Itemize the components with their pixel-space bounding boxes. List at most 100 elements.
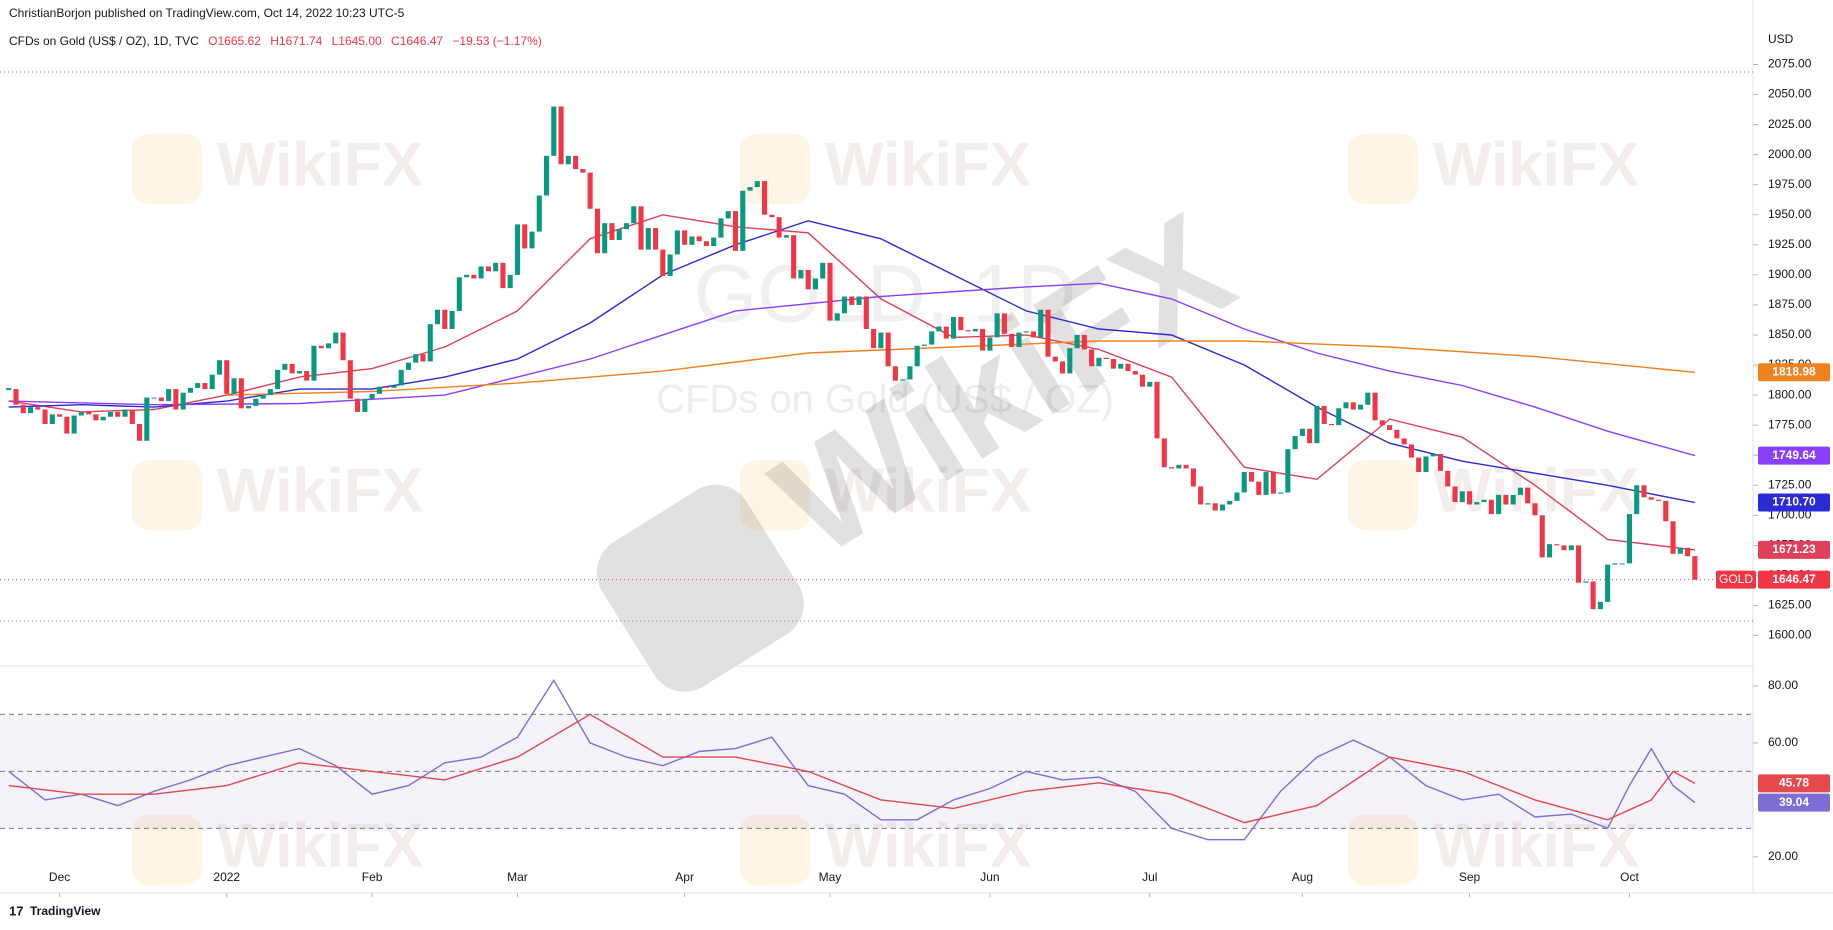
candle (1009, 333, 1015, 348)
candle (449, 310, 455, 329)
line (8, 220, 1696, 504)
candle (631, 206, 637, 224)
candle (1372, 392, 1378, 421)
candle (115, 411, 121, 417)
x-tick-label: Apr (675, 870, 694, 884)
candle (71, 415, 77, 434)
candle (718, 218, 724, 238)
y-tick-label: 60.00 (1768, 735, 1798, 749)
y-tick-label: 1875.00 (1768, 297, 1812, 311)
candle (27, 407, 34, 414)
candle (253, 398, 259, 406)
y-tick-label: 80.00 (1768, 678, 1798, 692)
price-tag (1758, 774, 1830, 793)
candle (1423, 456, 1429, 473)
candle (783, 235, 789, 238)
candle (1590, 581, 1596, 610)
watermark-icon (740, 815, 810, 885)
candle (1278, 492, 1284, 494)
candle (376, 386, 382, 394)
x-tick-label: May (819, 870, 842, 884)
y-tick-label: 1625.00 (1768, 598, 1812, 612)
candle (609, 223, 615, 241)
candle (543, 155, 550, 196)
brand-watermark: WikiFX (825, 456, 1031, 525)
candle (1685, 547, 1691, 557)
candle (1241, 472, 1247, 493)
candle (173, 389, 179, 410)
watermark-icon (740, 134, 810, 204)
candle (493, 262, 499, 272)
candle (1663, 500, 1669, 522)
candle (871, 328, 877, 349)
ohlc: −19.53 (−1.17%) (452, 34, 542, 48)
candle (1561, 545, 1567, 551)
candle (42, 409, 48, 424)
watermark-icon (132, 815, 202, 885)
candle (1452, 486, 1458, 503)
candle (391, 385, 397, 388)
candle (812, 278, 818, 290)
candle (1379, 420, 1385, 426)
candle (158, 397, 164, 402)
price-tag (1758, 363, 1830, 382)
candle (798, 270, 804, 279)
candle (1212, 503, 1218, 511)
candle (1394, 429, 1400, 439)
candle (1445, 470, 1451, 487)
candle (369, 393, 375, 399)
candle (35, 407, 41, 410)
line (8, 713, 1696, 824)
price-tag-label: 1818.98 (1772, 364, 1816, 378)
watermark-icon (596, 484, 804, 692)
candle (1132, 371, 1138, 375)
candle (1074, 334, 1080, 349)
candle (1481, 499, 1487, 503)
brand-watermark: WikiFX (217, 811, 423, 880)
candle (1052, 356, 1058, 362)
candle (1321, 405, 1327, 424)
price-tag-label: 1710.70 (1772, 495, 1816, 509)
candle (1343, 402, 1349, 409)
candle (689, 236, 695, 245)
price-tag (1758, 446, 1830, 465)
y-tick-label: 2075.00 (1768, 57, 1812, 71)
candle (384, 386, 390, 388)
candle (282, 363, 288, 370)
candle (1488, 499, 1494, 515)
brand-watermark: WikiFX (217, 456, 423, 525)
x-tick-label: Sep (1459, 870, 1481, 884)
candle (1103, 357, 1109, 360)
candle (682, 230, 688, 245)
x-tick-label: Jul (1142, 870, 1157, 884)
candle (202, 383, 208, 390)
candle (1227, 500, 1233, 505)
candle (427, 324, 433, 362)
ticker-label: GOLD (1719, 572, 1753, 586)
candle (129, 409, 135, 424)
candle (1147, 381, 1153, 387)
price-tag-label: 45.78 (1779, 776, 1809, 790)
candle (1190, 468, 1196, 487)
candle (885, 332, 891, 367)
candle (907, 366, 913, 380)
candle (1634, 485, 1640, 515)
candle (1161, 438, 1167, 468)
candle (64, 416, 70, 434)
x-tick-label: Feb (362, 870, 383, 884)
candle (1619, 563, 1625, 565)
candle (507, 274, 513, 289)
candle (1169, 467, 1175, 469)
candle (1110, 359, 1116, 369)
candle (1568, 545, 1574, 551)
candle (1307, 428, 1313, 444)
candle (333, 332, 339, 344)
brand-watermark: WikiFX (217, 130, 423, 199)
candle (914, 345, 920, 367)
candle (478, 266, 484, 279)
candle (296, 371, 302, 374)
candle (1467, 491, 1473, 505)
line (8, 214, 1695, 551)
